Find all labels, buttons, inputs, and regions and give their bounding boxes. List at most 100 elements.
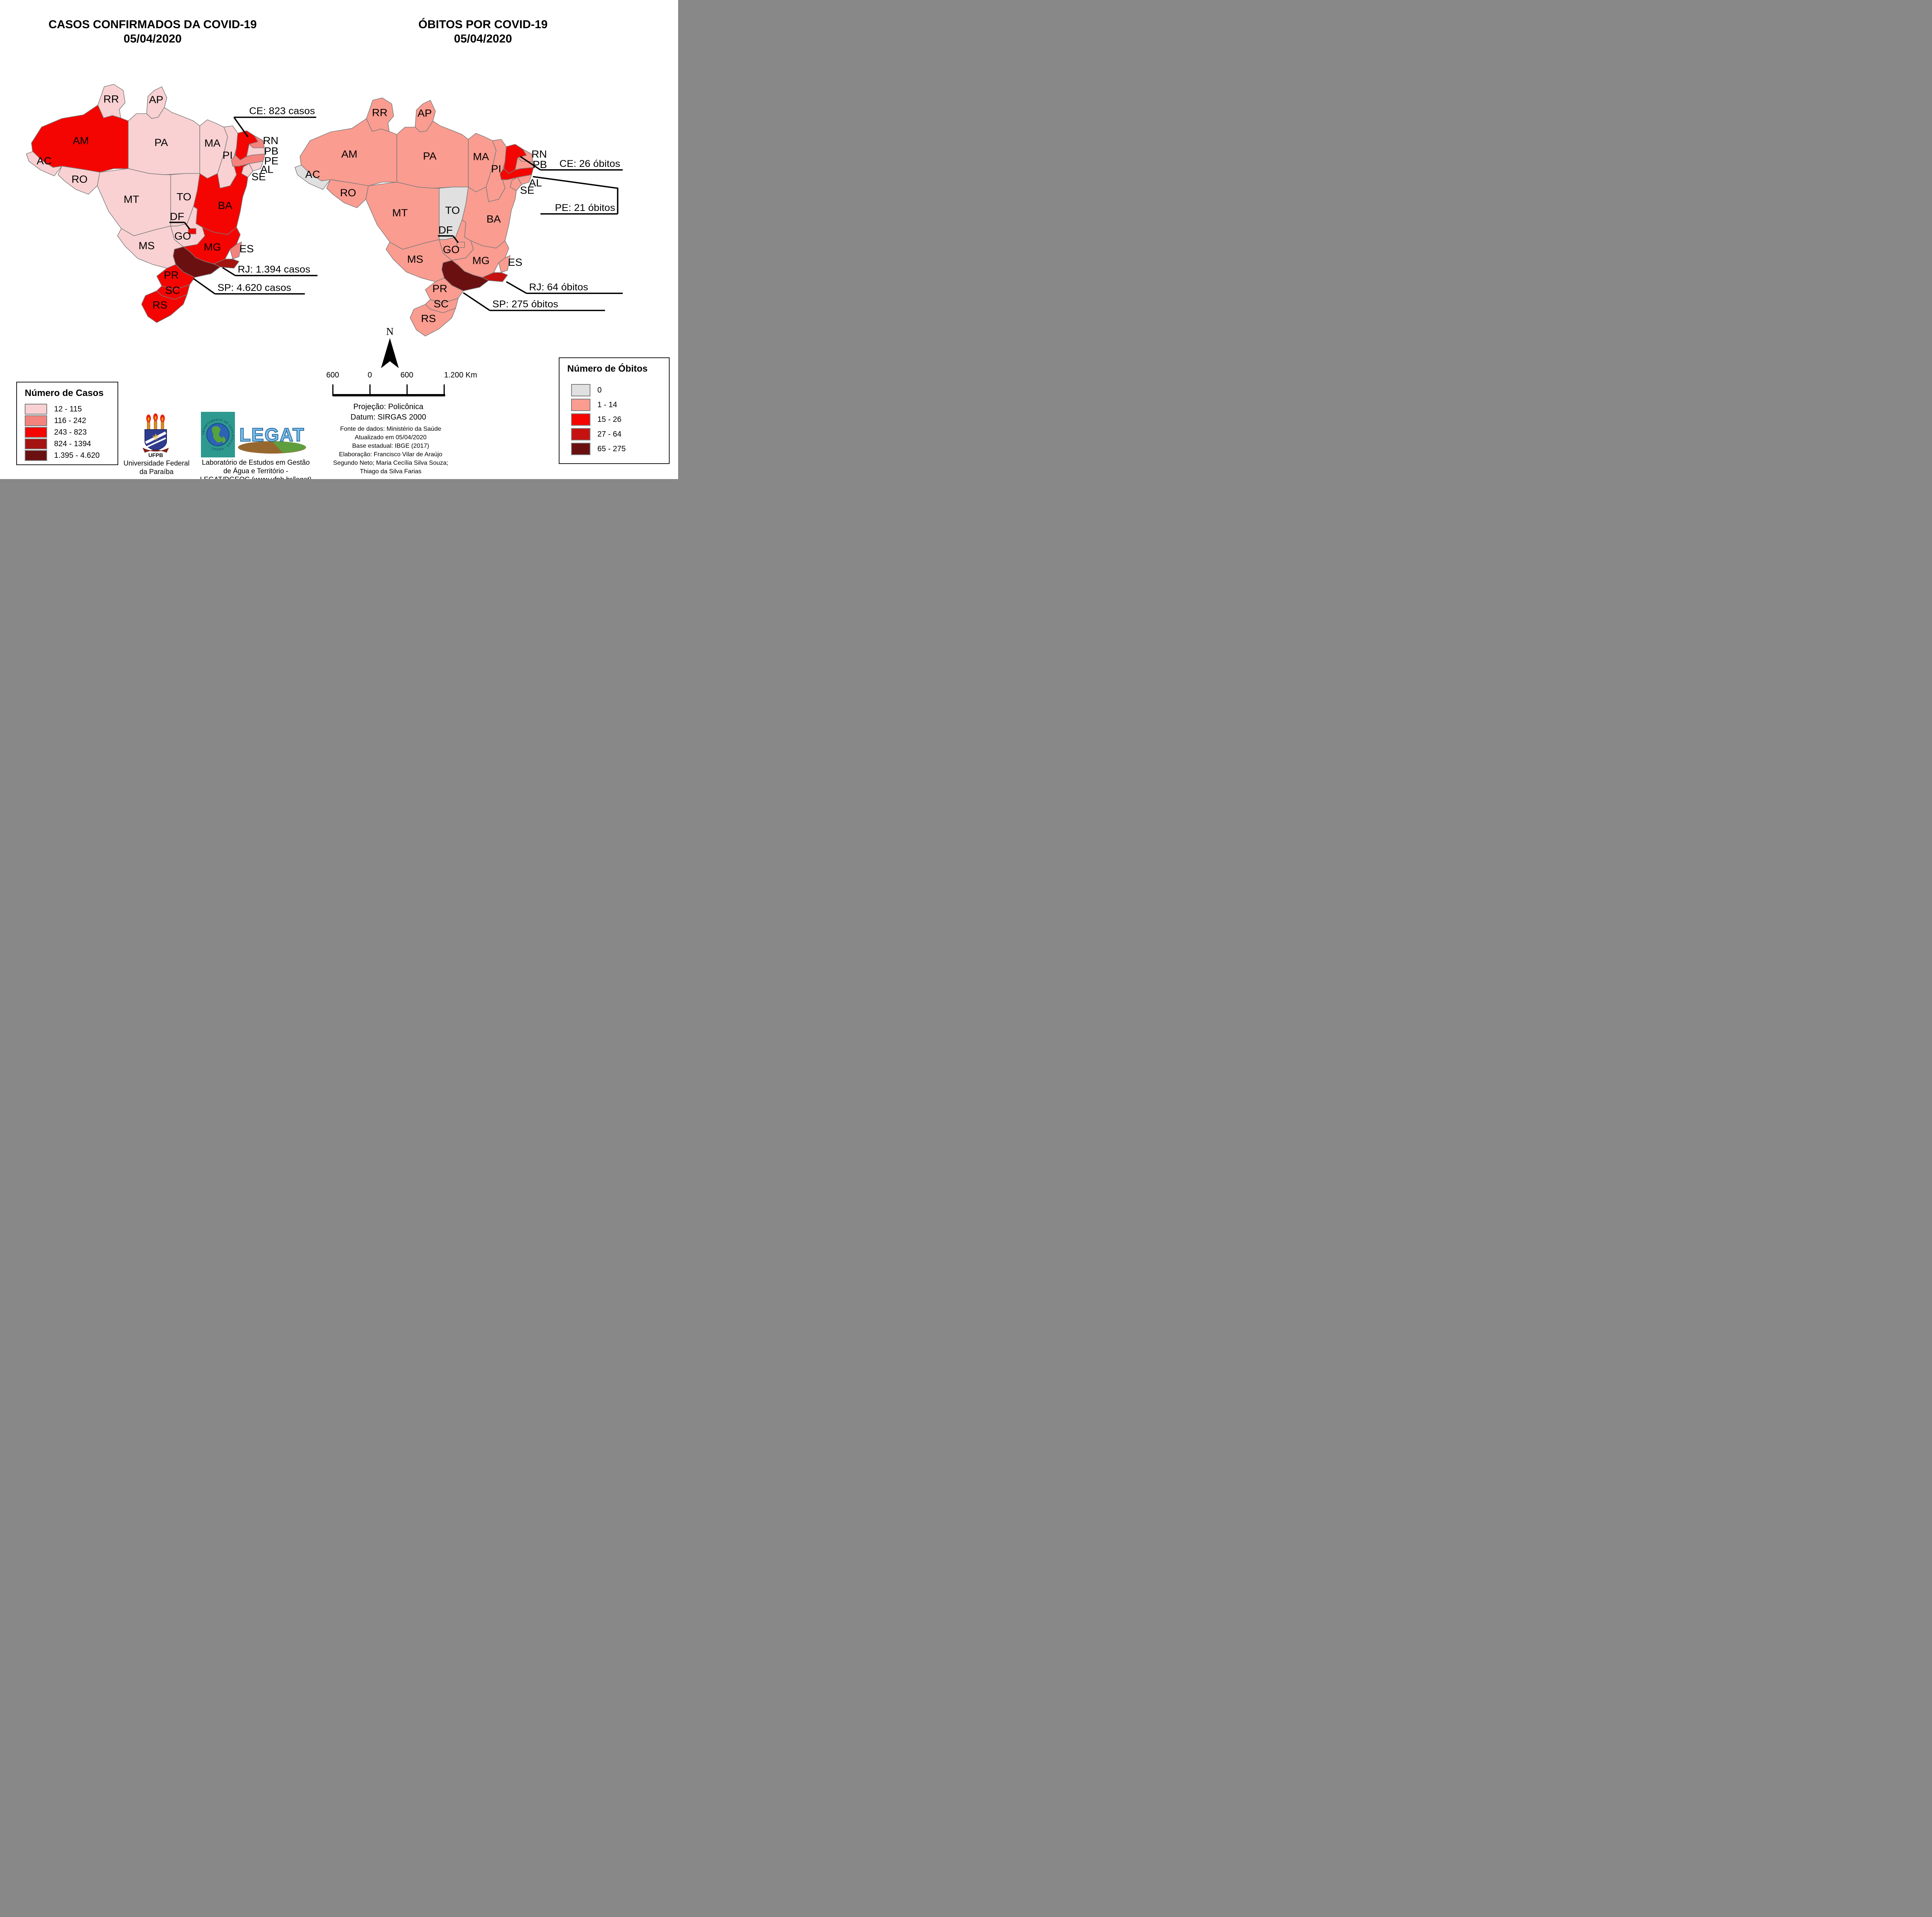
text-line: Elaboração: Francisco Vilar de Araújo <box>339 451 442 458</box>
state-label-am: AM <box>341 148 357 160</box>
legend-label: 1 - 14 <box>597 400 617 409</box>
state-label-rs: RS <box>153 299 168 311</box>
state-df <box>456 241 465 248</box>
state-label-go: GO <box>443 243 459 255</box>
legend-row: 116 - 242 <box>25 415 114 427</box>
legend-swatch <box>571 399 590 411</box>
state-label-pr: PR <box>164 269 179 281</box>
state-label-se: SE <box>520 184 534 196</box>
text-line: Thiago da Silva Farias <box>360 468 422 475</box>
state-rr <box>97 84 126 118</box>
annotation-deaths-pe: PE: 21 óbitos <box>555 202 615 213</box>
deaths-map-title: ÓBITOS POR COVID-19 05/04/2020 <box>367 17 599 46</box>
deaths-legend: Número de Óbitos 0 1 - 14 15 - 26 27 - 64 65… <box>559 357 670 464</box>
legend-label: 12 - 115 <box>54 404 82 413</box>
state-label-pi: PI <box>491 163 501 175</box>
state-label-ac: AC <box>37 155 52 167</box>
state-label-df: DF <box>170 211 184 222</box>
state-label-mt: MT <box>392 207 408 218</box>
legend-row: 12 - 115 <box>25 403 114 415</box>
legend-swatch <box>25 427 47 438</box>
projection-info: Projeção: Policônica Datum: SIRGAS 2000 <box>330 402 446 423</box>
state-rs <box>141 291 187 323</box>
ufpb-logo: ⚜ UFPB <box>142 413 169 458</box>
state-label-al: AL <box>529 177 542 189</box>
state-label-ba: BA <box>486 213 501 224</box>
north-arrow-icon <box>381 338 399 368</box>
state-label-mg: MG <box>204 241 221 253</box>
state-se <box>510 177 522 191</box>
state-df <box>188 228 196 235</box>
state-rs <box>410 304 456 336</box>
state-es <box>230 241 242 260</box>
legat-caption: Laboratório de Estudos em Gestão de Água … <box>185 458 326 479</box>
legat-logo-text: LEGAT <box>239 425 304 445</box>
legend-label: 243 - 823 <box>54 428 87 437</box>
cases-title-date: 05/04/2020 <box>123 32 182 45</box>
state-label-ac: AC <box>305 168 320 180</box>
north-arrow: N <box>380 326 400 369</box>
dgeoc-globe-land2 <box>222 437 226 443</box>
legend-row: 15 - 26 <box>571 412 666 427</box>
legend-row: 0 <box>571 383 666 398</box>
legend-row: 27 - 64 <box>571 427 666 442</box>
annotation-cases-rj: RJ: 1.394 casos <box>238 264 310 275</box>
ufpb-caption: Universidade Federal da Paraíba <box>123 459 190 476</box>
state-label-ma: MA <box>473 151 490 162</box>
state-label-rn: RN <box>263 135 278 146</box>
state-label-to: TO <box>177 191 191 202</box>
state-ap <box>415 100 436 133</box>
cases-title-line1: CASOS CONFIRMADOS DA COVID-19 <box>48 18 257 31</box>
projection-line: Projeção: Policônica <box>353 403 423 411</box>
scalebar-tick <box>444 384 445 396</box>
state-label-mt: MT <box>124 193 139 205</box>
legend-row: 824 - 1394 <box>25 438 114 450</box>
cases-legend-rows: 12 - 115 116 - 242 243 - 823 824 - 1394 1.39… <box>25 403 114 461</box>
scalebar-label: 0 <box>367 371 372 379</box>
legend-label: 0 <box>597 386 602 394</box>
text-line: Fonte de dados: Ministério da Saúde <box>340 426 441 432</box>
deaths-legend-title: Número de Óbitos <box>567 364 648 374</box>
state-label-ro: RO <box>71 173 88 185</box>
legend-swatch <box>571 428 590 440</box>
scalebar-tick <box>369 384 371 396</box>
text-line: da Paraíba <box>139 468 174 476</box>
state-label-pb: PB <box>264 145 279 156</box>
state-label-es: ES <box>240 243 254 255</box>
legat-logo: LEGAT <box>238 425 306 454</box>
state-label-ro: RO <box>340 187 356 198</box>
legend-swatch <box>25 404 47 415</box>
state-label-sc: SC <box>434 298 449 309</box>
state-label-al: AL <box>260 163 274 175</box>
dgeoc-logo: DEPARTAMENTO DE GEOCIÊNCIAS - DGEOC - <box>201 412 235 457</box>
legend-label: 27 - 64 <box>597 430 622 438</box>
state-label-ap: AP <box>149 94 163 105</box>
legend-row: 1.395 - 4.620 <box>25 450 114 461</box>
legend-row: 243 - 823 <box>25 427 114 438</box>
ufpb-torches-icon <box>146 413 165 430</box>
text-line: Atualizado em 05/04/2020 <box>355 434 427 441</box>
state-label-pe: PE <box>264 155 279 167</box>
poster-canvas: CASOS CONFIRMADOS DA COVID-19 05/04/2020… <box>0 0 678 479</box>
state-rr <box>366 97 394 132</box>
state-label-pa: PA <box>423 150 437 161</box>
state-label-pi: PI <box>223 150 233 161</box>
state-label-sc: SC <box>165 284 180 296</box>
cases-map-title: CASOS CONFIRMADOS DA COVID-19 05/04/2020 <box>37 17 269 46</box>
state-label-rs: RS <box>421 313 436 324</box>
cases-legend-title: Número de Casos <box>25 388 104 398</box>
text-line: Laboratório de Estudos em Gestão <box>202 459 310 466</box>
legend-swatch <box>571 443 590 455</box>
legend-label: 1.395 - 4.620 <box>54 451 100 460</box>
legend-row: 65 - 275 <box>571 442 666 456</box>
north-label: N <box>386 326 394 337</box>
state-label-am: AM <box>73 135 89 146</box>
legend-swatch <box>571 384 590 396</box>
state-ro <box>326 179 369 208</box>
state-label-pa: PA <box>155 136 168 148</box>
state-pe <box>500 167 534 180</box>
state-label-ms: MS <box>407 253 423 265</box>
deaths-title-date: 05/04/2020 <box>454 32 512 45</box>
state-label-rr: RR <box>104 93 119 105</box>
